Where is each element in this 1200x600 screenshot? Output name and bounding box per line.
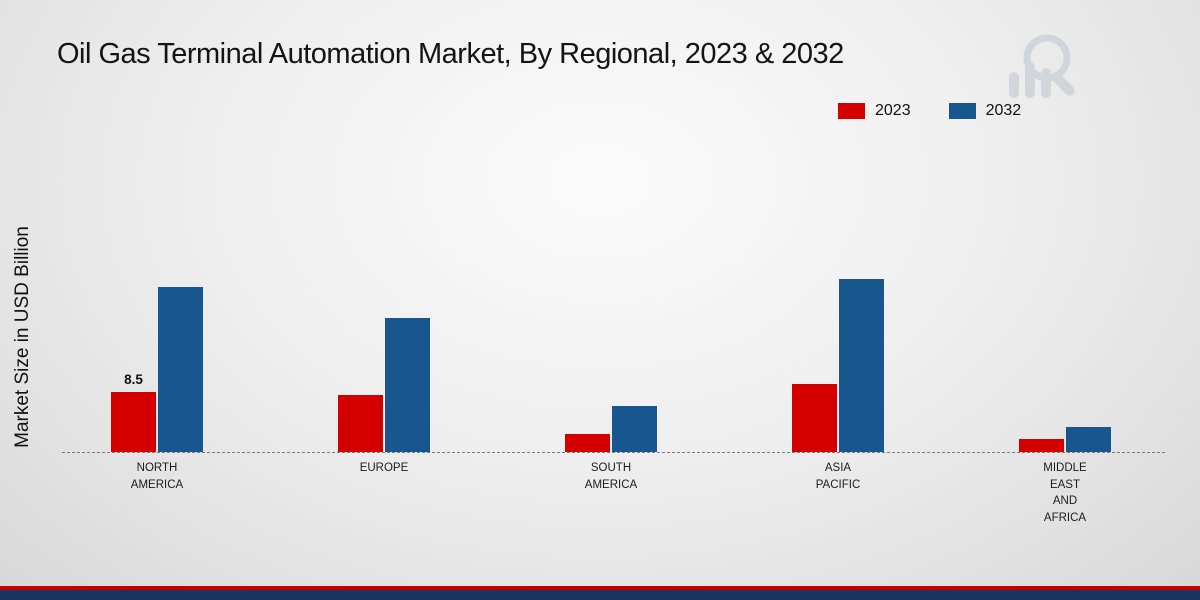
legend-item-2023: 2023 [838, 102, 911, 120]
bar-2023-middle-east-and-africa [1019, 439, 1064, 452]
bar-2032-north-america [158, 287, 203, 452]
bar-2023-north-america [111, 392, 156, 452]
category-label-middle-east-and-africa: MIDDLE EAST AND AFRICA [1043, 462, 1087, 525]
category-label-north-america: NORTH AMERICA [130, 462, 184, 491]
bar-2032-south-america [612, 406, 657, 452]
category-label-asia-pacific: ASIA PACIFIC [815, 462, 861, 491]
chart-title: Oil Gas Terminal Automation Market, By R… [57, 38, 844, 70]
data-label-8.5: 8.5 [124, 372, 143, 387]
legend-swatch-2032 [948, 103, 976, 119]
category-label-europe: EUROPE [359, 462, 409, 474]
category-label-south-america: SOUTH AMERICA [584, 462, 638, 491]
footer-red-stripe [0, 586, 1200, 590]
legend-label-2032: 2032 [985, 102, 1022, 119]
bar-2032-europe [385, 318, 430, 452]
legend-swatch-2023 [838, 103, 865, 119]
bar-2023-asia-pacific [792, 384, 837, 452]
legend-label-2023: 2023 [875, 102, 911, 119]
zero-baseline [62, 452, 1165, 453]
bar-2032-asia-pacific [839, 279, 884, 452]
footer-navy-stripe [0, 590, 1200, 600]
legend: 2023 2032 [838, 102, 1021, 120]
brand-logo-icon [1009, 34, 1075, 98]
bar-2023-south-america [565, 434, 610, 452]
bar-2032-middle-east-and-africa [1066, 427, 1111, 452]
legend-item-2032: 2032 [948, 102, 1022, 120]
bar-2023-europe [338, 395, 383, 452]
